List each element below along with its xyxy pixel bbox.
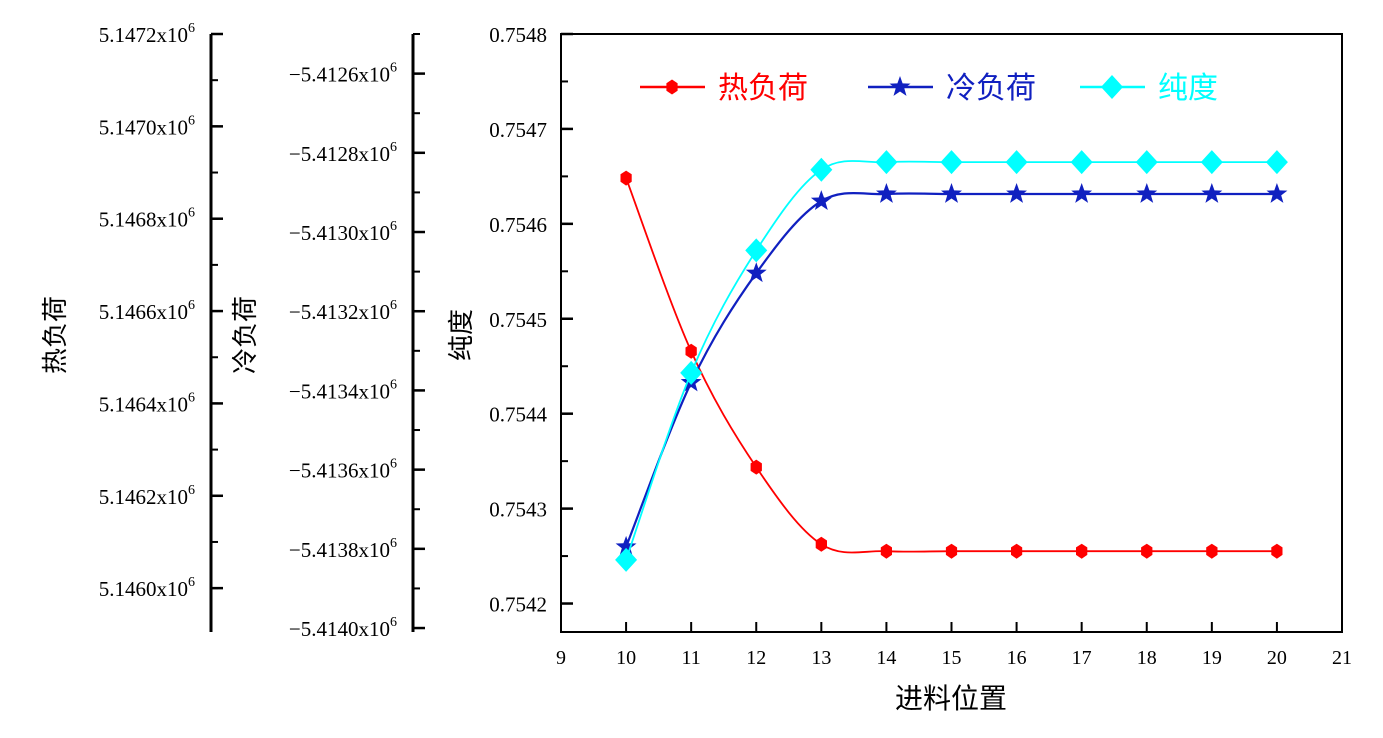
cold-tick-label: −5.4140x106 <box>289 615 397 641</box>
data-point-cold <box>1006 183 1027 203</box>
x-tick-label: 19 <box>1202 647 1222 669</box>
legend-label-cold: 冷负荷 <box>946 72 1036 105</box>
heat-axis-title: 热负荷 <box>41 296 70 374</box>
cold-tick-label: −5.4126x106 <box>289 61 397 87</box>
data-point-purity <box>680 360 703 385</box>
heat-tick-label: 5.1466x106 <box>99 298 195 324</box>
x-tick-label: 10 <box>616 647 636 669</box>
data-point-purity <box>1070 150 1093 175</box>
legend-label-heat: 热负荷 <box>718 72 808 105</box>
x-tick-label: 17 <box>1072 647 1092 669</box>
purity-tick-label: 0.7545 <box>489 308 547 332</box>
data-point-heat <box>815 536 827 552</box>
data-point-purity <box>940 150 963 175</box>
data-point-heat <box>750 459 762 475</box>
cold-axis-title: 冷负荷 <box>231 296 260 374</box>
x-tick-label: 21 <box>1332 647 1352 669</box>
data-point-cold <box>876 183 897 203</box>
series-line-purity <box>625 160 1277 561</box>
data-point-cold <box>1071 183 1093 203</box>
heat-tick-label: 5.1468x106 <box>99 206 195 232</box>
data-point-cold <box>941 183 962 203</box>
data-point-heat <box>1141 543 1153 559</box>
x-tick-label: 15 <box>942 647 962 669</box>
x-tick-label: 14 <box>876 647 896 669</box>
data-point-purity <box>1005 150 1028 175</box>
heat-tick-label: 5.1462x106 <box>99 483 195 509</box>
x-tick-label: 11 <box>682 647 701 669</box>
purity-tick-label: 0.7542 <box>489 593 547 617</box>
data-point-cold <box>1201 183 1223 203</box>
x-tick-label: 12 <box>746 647 766 669</box>
purity-tick-label: 0.7544 <box>489 403 547 427</box>
cold-tick-label: −5.4132x106 <box>289 298 397 324</box>
axes: 9 10 11 12 13 14 15 16 17 18 19 20 21 5.1472x106 5.147… <box>99 21 1352 669</box>
data-point-purity <box>1135 150 1158 175</box>
heat-tick-label: 5.1470x106 <box>99 113 195 139</box>
data-point-purity <box>1265 150 1288 175</box>
legend-marker-purity <box>1101 75 1123 99</box>
purity-tick-label: 0.7547 <box>489 118 547 142</box>
cold-tick-label: −5.4134x106 <box>289 377 397 403</box>
legend-marker-heat <box>666 79 678 95</box>
purity-axis-title: 纯度 <box>447 309 476 361</box>
cold-tick-label: −5.4128x106 <box>289 140 397 166</box>
legend-label-purity: 纯度 <box>1158 72 1218 105</box>
cold-tick-label: −5.4136x106 <box>289 457 397 483</box>
series-line-cold <box>625 192 1277 548</box>
data-point-heat <box>880 543 892 559</box>
heat-tick-label: 5.1464x106 <box>99 390 195 416</box>
purity-tick-label: 0.7543 <box>489 498 547 522</box>
data-point-cold <box>745 262 767 283</box>
plot-frame <box>560 33 1343 633</box>
series-line-heat <box>625 177 1277 554</box>
x-tick-label: 13 <box>811 647 831 669</box>
heat-tick-label: 5.1460x106 <box>99 575 195 601</box>
data-point-purity <box>745 238 768 263</box>
data-point-heat <box>1011 543 1023 559</box>
cold-tick-label: −5.4138x106 <box>289 536 397 562</box>
data-point-heat <box>620 170 632 186</box>
purity-tick-label: 0.7548 <box>489 23 547 47</box>
heat-tick-label: 5.1472x106 <box>99 21 195 47</box>
data-point-cold <box>615 535 637 556</box>
cold-tick-label: −5.4130x106 <box>289 219 397 245</box>
x-tick-label: 18 <box>1137 647 1157 669</box>
series-layer <box>615 150 1288 572</box>
data-point-heat <box>945 543 958 559</box>
legend-marker-cold <box>889 76 911 96</box>
x-tick-label: 9 <box>556 647 566 669</box>
legend: 热负荷 冷负荷 纯度 <box>640 72 1218 105</box>
x-tick-label: 20 <box>1267 647 1287 669</box>
data-point-heat <box>685 343 697 359</box>
x-axis-title: 进料位置 <box>895 683 1007 715</box>
data-point-heat <box>1206 543 1218 559</box>
data-point-cold <box>1266 183 1288 203</box>
data-point-purity <box>810 157 833 182</box>
data-point-cold <box>1136 183 1158 203</box>
data-point-purity <box>875 150 898 175</box>
data-point-purity <box>1200 150 1223 175</box>
data-point-heat <box>1271 543 1283 559</box>
data-point-heat <box>1076 543 1088 559</box>
data-point-cold <box>810 190 832 210</box>
x-tick-label: 16 <box>1007 647 1027 669</box>
purity-tick-label: 0.7546 <box>489 213 547 237</box>
data-point-purity <box>615 547 638 572</box>
